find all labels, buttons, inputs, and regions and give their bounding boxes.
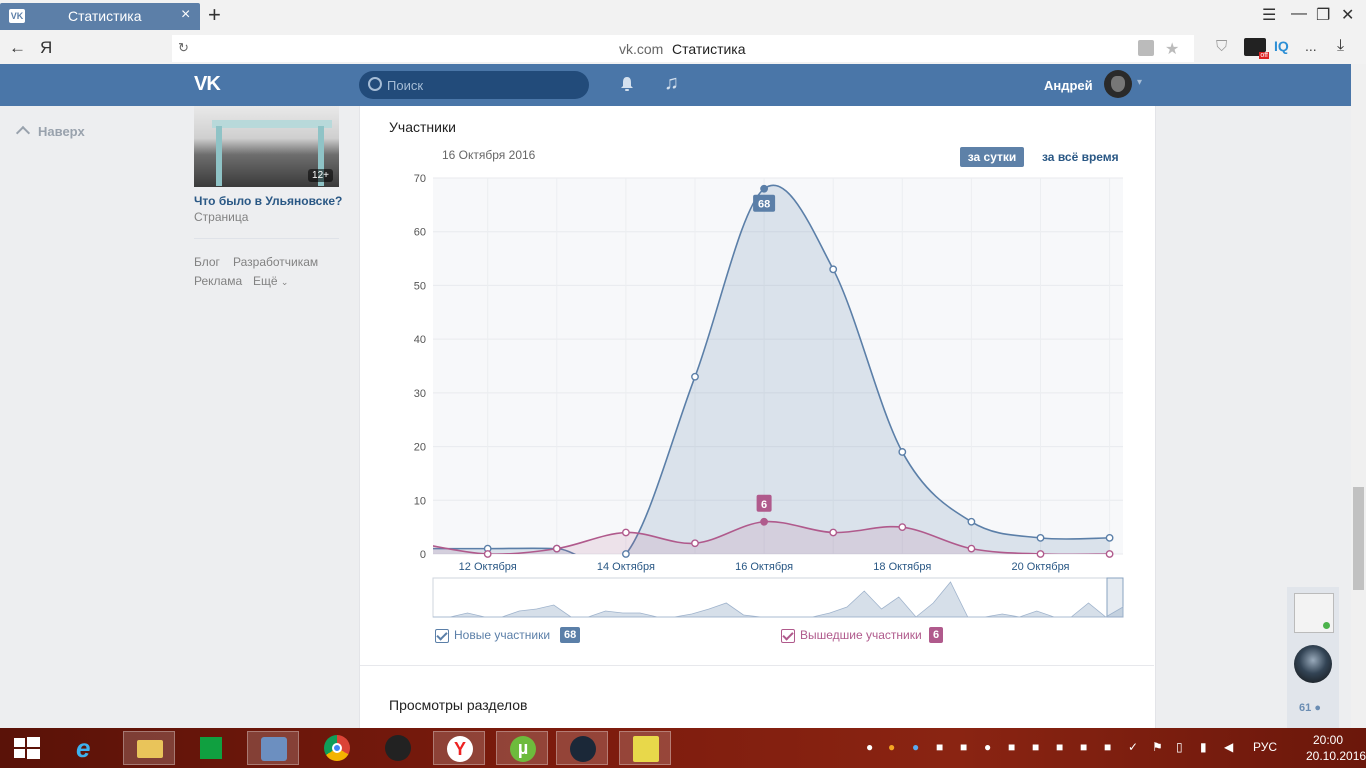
address-bar-row: ← Я ↻ vk.com Статистика ★ ⛉ off IQ ... ⤓ bbox=[0, 33, 1366, 65]
tray-icon[interactable]: ■ bbox=[1080, 740, 1088, 754]
yandex-logo-icon[interactable]: Я bbox=[40, 38, 53, 57]
friends-online-panel: 61 ● bbox=[1287, 587, 1339, 728]
tray-icon[interactable]: ● bbox=[912, 740, 920, 754]
file-explorer-icon[interactable] bbox=[123, 731, 175, 765]
legend-count-badge: 6 bbox=[929, 627, 944, 643]
tray-icon[interactable]: ■ bbox=[960, 740, 968, 754]
clock-date: 20.10.2016 bbox=[1306, 749, 1366, 763]
user-avatar[interactable] bbox=[1104, 70, 1132, 98]
back-to-top-link[interactable]: Наверх bbox=[15, 124, 85, 141]
volume-icon[interactable]: ◀ bbox=[1224, 740, 1234, 754]
windows-start-icon[interactable] bbox=[14, 737, 40, 759]
bookmark-star-icon[interactable]: ★ bbox=[1165, 41, 1180, 58]
legend-count-badge: 68 bbox=[560, 627, 581, 643]
checkbox-icon[interactable] bbox=[435, 629, 449, 643]
footer-link-ads[interactable]: Реклама bbox=[194, 274, 243, 288]
section-title: Участники bbox=[389, 119, 456, 135]
address-field[interactable]: ↻ vk.com Статистика ★ bbox=[172, 35, 1194, 62]
iq-extension-icon[interactable]: IQ bbox=[1274, 38, 1289, 54]
tray-icon[interactable]: ⚑ bbox=[1152, 740, 1163, 754]
browser-tab[interactable]: VK Статистика × bbox=[0, 3, 200, 30]
search-placeholder: Поиск bbox=[387, 78, 424, 93]
close-window-icon[interactable]: ✕ bbox=[1341, 7, 1355, 24]
app-icon[interactable] bbox=[247, 731, 299, 765]
protect-shield-icon[interactable]: ⛉ bbox=[1216, 38, 1228, 55]
steam-icon[interactable] bbox=[556, 731, 608, 765]
ad-title-link[interactable]: Что было в Ульяновске? bbox=[194, 194, 343, 208]
online-status-icon bbox=[1323, 622, 1330, 629]
online-count[interactable]: 61 ● bbox=[1299, 702, 1321, 714]
menu-icon[interactable]: ☰ bbox=[1262, 7, 1277, 24]
tray-icon[interactable]: ■ bbox=[1104, 740, 1112, 754]
restore-icon[interactable]: ❐ bbox=[1316, 7, 1331, 24]
age-rating-badge: 12+ bbox=[308, 169, 333, 182]
date-label: 16 Октября 2016 bbox=[442, 148, 536, 162]
tray-icon[interactable]: ■ bbox=[1008, 740, 1016, 754]
friend-avatar[interactable] bbox=[1294, 645, 1332, 683]
tray-icon[interactable]: ■ bbox=[936, 740, 944, 754]
footer-link-more[interactable]: Ещё ⌄ bbox=[253, 274, 289, 288]
tray-icon[interactable]: ● bbox=[888, 740, 896, 754]
store-icon[interactable] bbox=[185, 731, 237, 765]
page-scrollbar[interactable] bbox=[1351, 64, 1366, 728]
downloads-icon[interactable]: ⤓ bbox=[1337, 37, 1345, 54]
yandex-tray-icon[interactable]: ● bbox=[866, 740, 874, 754]
user-icon: ● bbox=[1314, 702, 1321, 714]
lock-icon[interactable] bbox=[1138, 40, 1154, 56]
yandex-browser-icon[interactable]: Y bbox=[433, 731, 485, 765]
clock-time: 20:00 bbox=[1312, 733, 1344, 747]
music-icon[interactable]: ♫ bbox=[664, 72, 679, 94]
chevron-down-icon[interactable]: ▾ bbox=[1137, 77, 1143, 88]
extension-off-icon[interactable]: off bbox=[1244, 38, 1269, 59]
address-page-title: Статистика bbox=[672, 41, 746, 57]
steam-tray-icon[interactable]: ● bbox=[984, 740, 992, 754]
back-button[interactable]: ← bbox=[9, 38, 26, 57]
legend-label: Вышедшие участники bbox=[800, 628, 922, 642]
user-name[interactable]: Андрей bbox=[1044, 78, 1093, 93]
tray-icon[interactable]: ■ bbox=[1032, 740, 1040, 754]
period-all-time-button[interactable]: за всё время bbox=[1042, 150, 1119, 164]
media-player-icon[interactable] bbox=[619, 731, 671, 765]
tray-icon[interactable]: ✓ bbox=[1128, 740, 1139, 754]
clock[interactable]: 20:00 20.10.2016 bbox=[1306, 732, 1366, 764]
checkbox-icon[interactable] bbox=[781, 629, 795, 643]
more-extensions-icon[interactable]: ... bbox=[1305, 38, 1317, 54]
footer-link-developers[interactable]: Разработчикам bbox=[233, 255, 319, 269]
minimize-icon[interactable]: — bbox=[1291, 5, 1307, 22]
search-icon bbox=[368, 77, 382, 91]
chevron-up-icon bbox=[15, 125, 31, 141]
footer-link-blog[interactable]: Блог bbox=[194, 255, 220, 269]
divider bbox=[360, 665, 1154, 666]
search-input[interactable]: Поиск bbox=[359, 71, 589, 99]
section-title-views: Просмотры разделов bbox=[389, 697, 528, 713]
notifications-bell-icon[interactable] bbox=[619, 76, 635, 92]
reload-icon[interactable]: ↻ bbox=[178, 40, 189, 55]
close-tab-icon[interactable]: × bbox=[181, 6, 191, 23]
browser-tab-bar: VK Статистика × + ☰ — ❐ ✕ bbox=[0, 0, 1366, 33]
ad-image[interactable]: 12+ bbox=[194, 106, 339, 187]
divider bbox=[194, 238, 339, 239]
legend-label: Новые участники bbox=[454, 628, 551, 642]
language-indicator[interactable]: РУС bbox=[1253, 740, 1278, 754]
scrollbar-thumb[interactable] bbox=[1353, 487, 1364, 590]
app-icon[interactable] bbox=[372, 731, 424, 765]
tab-title: Статистика bbox=[68, 8, 142, 24]
vk-header: VK Поиск ♫ Андрей ▾ bbox=[0, 64, 1351, 106]
chevron-down-icon: ⌄ bbox=[280, 277, 289, 287]
vk-logo-icon[interactable]: VK bbox=[194, 73, 221, 95]
tray-icon[interactable]: ▯ bbox=[1176, 740, 1183, 754]
windows-taskbar: e Y µ ● ● ● ■ ■ ● ■ ■ ■ ■ ■ ✓ ⚑ ▯ ▮ ◀ РУ… bbox=[0, 728, 1366, 768]
new-tab-button[interactable]: + bbox=[208, 2, 221, 27]
internet-explorer-icon[interactable]: e bbox=[76, 733, 91, 763]
network-icon[interactable]: ▮ bbox=[1200, 740, 1207, 754]
utorrent-icon[interactable]: µ bbox=[496, 731, 548, 765]
period-day-button[interactable]: за сутки bbox=[960, 147, 1024, 167]
ad-subtitle: Страница bbox=[194, 210, 249, 224]
chrome-icon[interactable] bbox=[311, 731, 363, 765]
vk-favicon-icon: VK bbox=[9, 9, 25, 23]
tray-icon[interactable]: ■ bbox=[1056, 740, 1064, 754]
address-host: vk.com bbox=[619, 41, 664, 57]
